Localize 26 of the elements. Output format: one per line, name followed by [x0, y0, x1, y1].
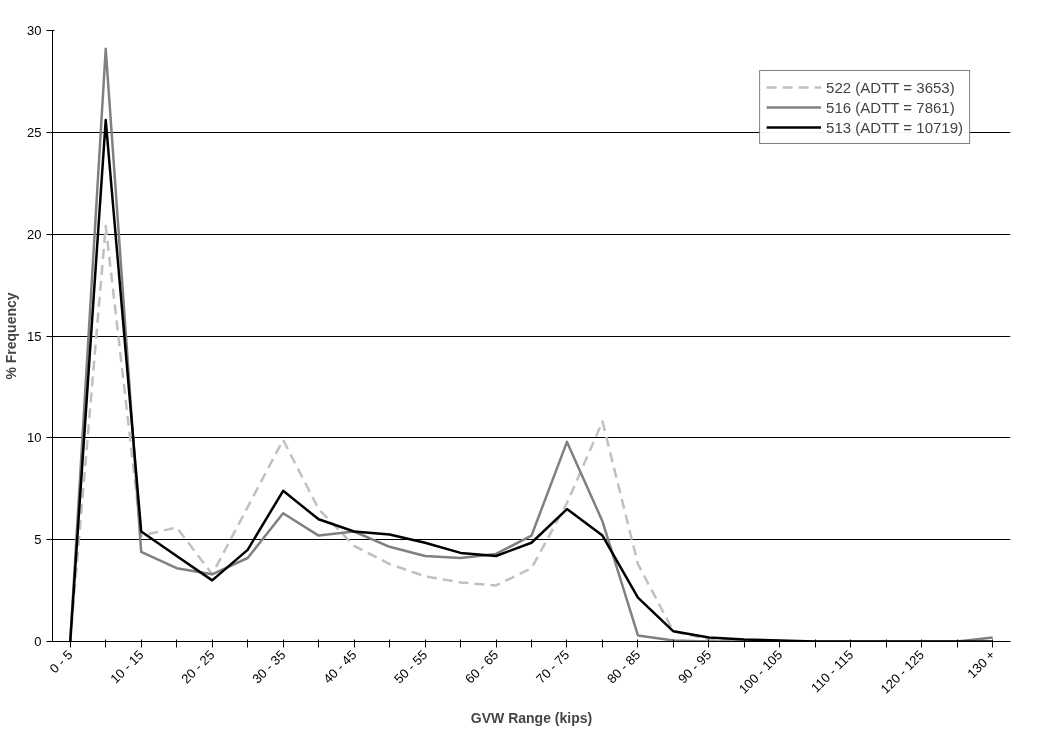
y-tick-label: 20: [27, 226, 42, 242]
x-tick-label: 60 - 65: [462, 647, 502, 687]
x-tick-label: 40 - 45: [320, 647, 360, 687]
x-tick-label: 70 - 75: [533, 647, 573, 687]
x-tick-label: 30 - 35: [249, 647, 289, 687]
x-tick-label: 80 - 85: [604, 647, 644, 687]
x-axis-title: GVW Range (kips): [470, 709, 593, 726]
y-tick-label: 10: [27, 430, 42, 446]
legend-label: 513 (ADTT = 10719): [826, 118, 963, 136]
y-axis-title: % Frequency: [3, 292, 20, 380]
y-tick-label: 15: [27, 328, 42, 344]
x-tick-label: 100 - 105: [735, 647, 786, 697]
x-tick-label: 120 - 125: [877, 647, 928, 697]
x-tick-label: 130 +: [964, 647, 999, 682]
x-tick-label: 90 - 95: [674, 647, 715, 687]
y-tick-label: 5: [34, 532, 42, 548]
x-tick-label: 10 - 15: [107, 647, 147, 687]
x-tick-label: 0 - 5: [46, 647, 76, 677]
y-tick-label: 25: [27, 124, 42, 140]
x-tick-label: 20 - 25: [178, 647, 218, 687]
y-tick-label: 0: [34, 634, 42, 649]
legend-label: 522 (ADTT = 3653): [826, 78, 955, 96]
x-tick-label: 110 - 115: [808, 647, 857, 696]
x-tick-label: 50 - 55: [391, 647, 431, 687]
y-tick-label: 30: [27, 23, 42, 38]
legend-label: 516 (ADTT = 7861): [826, 98, 955, 116]
